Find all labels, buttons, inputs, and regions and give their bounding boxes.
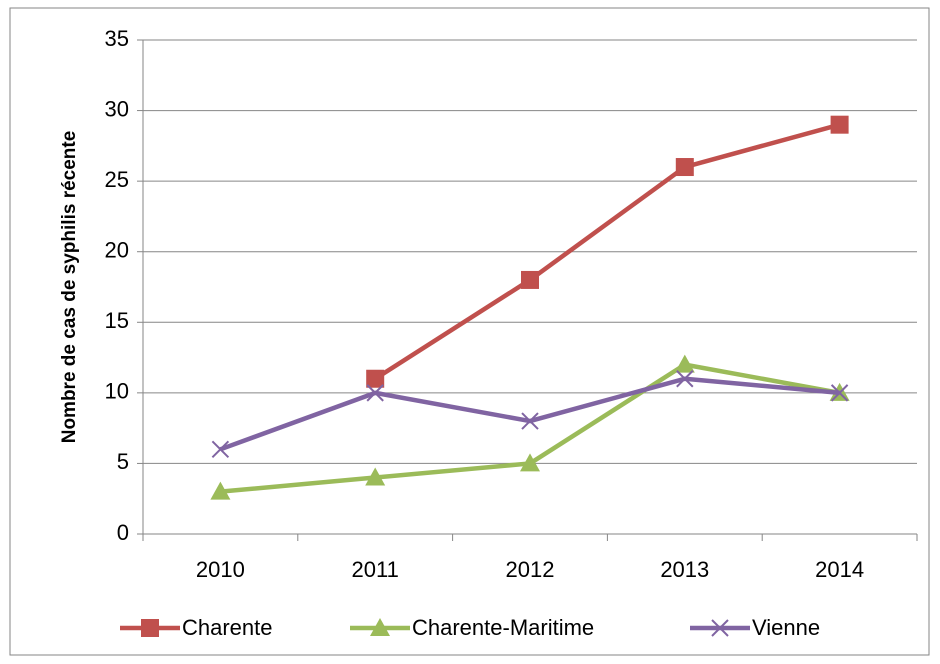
marker xyxy=(521,270,539,289)
y-tick-label: 15 xyxy=(105,308,129,333)
marker xyxy=(676,370,694,388)
x-tick-label: 2010 xyxy=(196,557,245,582)
marker xyxy=(675,158,694,177)
marker xyxy=(521,412,539,430)
marker xyxy=(366,369,385,388)
marker xyxy=(830,115,849,134)
marker xyxy=(830,384,849,402)
x-tick-label: 2011 xyxy=(352,557,399,582)
legend-marker xyxy=(370,618,390,636)
marker xyxy=(211,440,230,459)
y-tick-label: 35 xyxy=(105,26,129,51)
marker xyxy=(520,453,540,472)
marker xyxy=(210,481,231,500)
marker xyxy=(674,354,695,373)
legend-marker xyxy=(141,619,159,637)
y-tick-label: 25 xyxy=(105,167,129,192)
legend-label: Charente xyxy=(182,615,273,640)
y-tick-label: 30 xyxy=(105,96,129,121)
legend-label: Vienne xyxy=(752,615,820,640)
legend-label: Charente-Maritime xyxy=(412,615,594,640)
y-tick-label: 20 xyxy=(105,238,129,263)
marker xyxy=(365,467,386,486)
x-tick-label: 2013 xyxy=(660,557,709,582)
x-tick-label: 2012 xyxy=(506,557,555,582)
x-tick-label: 2014 xyxy=(815,557,864,582)
y-tick-label: 0 xyxy=(117,520,129,545)
y-axis-label: Nombre de cas de syphilis récente xyxy=(59,131,80,444)
y-tick-label: 10 xyxy=(105,379,129,404)
y-tick-label: 5 xyxy=(117,449,129,474)
series-line xyxy=(373,122,841,381)
marker xyxy=(366,384,384,402)
chart-frame xyxy=(9,7,930,656)
legend-marker xyxy=(711,619,729,637)
